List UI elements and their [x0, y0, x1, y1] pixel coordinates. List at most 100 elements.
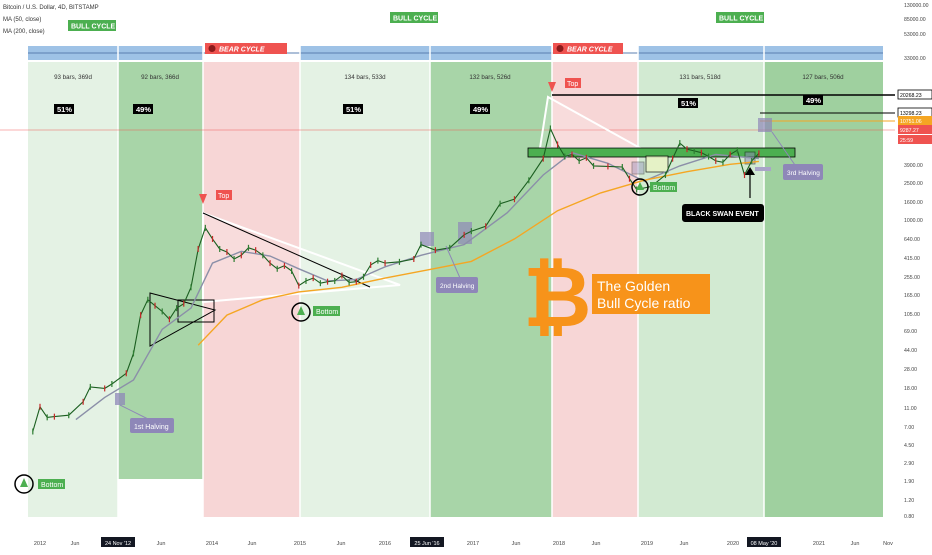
x-tick-label: Jun	[512, 541, 521, 547]
bottom-badge-3	[650, 182, 677, 192]
bull-cycle-badge	[716, 12, 764, 23]
y-tick-label: 85000.00	[904, 17, 926, 23]
y-tick-label: 105.00	[904, 312, 920, 318]
cycle-label: BEAR CYCLE	[219, 47, 265, 54]
bottom-label-2: Bottom	[316, 309, 338, 316]
up-arrow-icon-1	[20, 478, 28, 487]
golden-ratio-line1: The Golden	[597, 278, 670, 294]
y-tick-label: 1600.00	[904, 200, 923, 206]
bottom-badge-2	[313, 306, 340, 316]
zone-bull-1a	[28, 62, 118, 517]
x-tick-label: Jun	[248, 541, 257, 547]
percent-label: 49%	[806, 96, 821, 105]
price-badge	[898, 135, 932, 144]
x-tick-label: Jun	[680, 541, 689, 547]
x-tick-label: 2019	[641, 541, 653, 547]
halving-badge-1	[130, 418, 174, 433]
x-tick-label: Jun	[157, 541, 166, 547]
price-badge-label: 9287.27	[900, 128, 919, 134]
price-badge-label: 10751.06	[900, 119, 922, 125]
cycle-label: BEAR CYCLE	[567, 47, 613, 54]
percent-badge	[54, 104, 74, 114]
black-swan-label: BLACK SWAN EVENT	[686, 211, 759, 218]
y-tick-label: 0.80	[904, 514, 914, 520]
price-badge-label: 25:59	[900, 138, 913, 144]
y-tick-label: 1000.00	[904, 218, 923, 224]
bull-cycle-badge	[390, 12, 438, 23]
bottom-label-3: Bottom	[653, 185, 675, 192]
price-badge	[897, 89, 932, 100]
x-tick-label: 2018	[553, 541, 565, 547]
x-tick-label: 2015	[294, 541, 306, 547]
top-badge-2	[565, 78, 581, 88]
x-tick-label: 2014	[206, 541, 218, 547]
bear-icon	[208, 45, 216, 52]
zone-bull-3b	[764, 62, 883, 517]
y-tick-label: 3900.00	[904, 163, 923, 169]
bar-count-label: 92 bars, 366d	[141, 74, 179, 81]
ma50-label: MA (50, close)	[3, 17, 41, 23]
y-tick-label: 11.00	[904, 406, 917, 412]
y-tick-label: 1.20	[904, 498, 914, 504]
zone-bull-1b	[118, 62, 203, 479]
top-badge-1	[216, 190, 232, 200]
ma200-label: MA (200, close)	[3, 29, 45, 35]
zone-bear-1	[203, 62, 300, 517]
halving-label-2: 2nd Halving	[440, 283, 475, 290]
golden-ratio-line2: Bull Cycle ratio	[597, 295, 691, 311]
bar-count-label: 131 bars, 518d	[679, 74, 721, 81]
y-tick-label: 18.00	[904, 386, 917, 392]
x-tick-label: Jun	[71, 541, 80, 547]
y-tick-label: 69.00	[904, 329, 917, 335]
y-tick-label: 415.00	[904, 256, 920, 262]
y-tick-label: 640.00	[904, 237, 920, 243]
cycle-label: BULL CYCLE	[71, 24, 116, 31]
halving-label-3: 3rd Halving	[787, 170, 820, 177]
y-tick-label: 7.00	[904, 425, 914, 431]
x-tick-label: Jun	[337, 541, 346, 547]
bar-count-label: 93 bars, 369d	[54, 74, 92, 81]
top-arrow-icon	[199, 194, 207, 204]
top-label-1: Top	[218, 193, 229, 200]
bull-triangle-1	[149, 292, 217, 347]
bar-count-label: 134 bars, 533d	[344, 74, 386, 81]
bull-cycle-badge	[68, 20, 116, 31]
x-tick-label: Nov	[883, 541, 893, 547]
halving-badge-3	[783, 164, 823, 180]
price-badge-label: 13298.23	[900, 111, 922, 117]
bottom-circle-2	[291, 302, 311, 322]
y-tick-label: 2500.00	[904, 181, 923, 187]
y-tick-label: 165.00	[904, 293, 920, 299]
percent-label: 51%	[681, 99, 696, 108]
chart-title: Bitcoin / U.S. Dollar, 4D, BITSTAMP	[3, 5, 99, 11]
bear-icon	[556, 45, 564, 52]
x-tick-label: 2016	[379, 541, 391, 547]
x-tick-label: 2020	[727, 541, 739, 547]
y-tick-label: 130000.00	[904, 3, 929, 9]
x-tick-label: Jun	[592, 541, 601, 547]
bitcoin-logo-icon: ₿	[523, 250, 591, 344]
up-arrow-icon-3	[636, 182, 644, 190]
bottom-circle-1	[14, 474, 34, 494]
x-tick-label: 24 Nov '12	[105, 541, 131, 547]
x-tick-label: 08 May '20	[751, 541, 778, 547]
y-tick-label: 4.50	[904, 443, 914, 449]
x-tick-badge	[410, 537, 444, 547]
percent-badge	[343, 104, 363, 114]
cycle-label: BULL CYCLE	[393, 16, 438, 23]
black-swan-badge	[682, 204, 764, 222]
bottom-circle-3	[631, 178, 649, 196]
y-tick-label: 2.90	[904, 461, 914, 467]
bear-cycle-badge	[205, 43, 287, 54]
price-badge	[898, 125, 932, 134]
bottom-badge-1	[38, 479, 65, 489]
x-tick-label: 25 Jun '16	[414, 541, 439, 547]
percent-badge	[678, 98, 698, 108]
percent-badge	[133, 104, 153, 114]
bottom-label-1: Bottom	[41, 482, 63, 489]
x-tick-label: 2017	[467, 541, 479, 547]
percent-badge	[470, 104, 490, 114]
price-badge-label: 20268.23	[900, 93, 922, 99]
x-tick-label: 2021	[813, 541, 825, 547]
